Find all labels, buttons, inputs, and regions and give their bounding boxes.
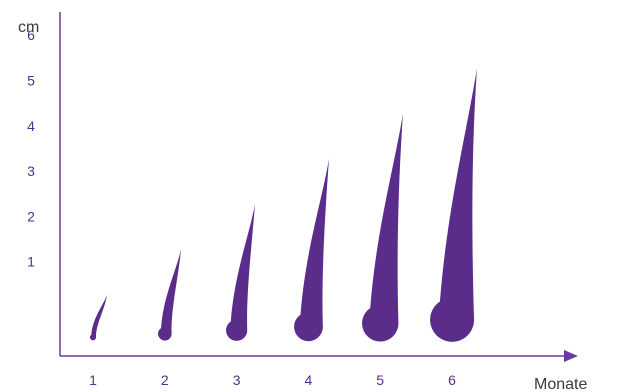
x-tick-label: 5 [376,372,384,388]
y-tick-label: 6 [27,27,35,43]
y-tick-label: 4 [27,118,35,134]
hair-mark-month-3 [226,204,255,341]
axes [59,12,578,362]
y-tick-labels: 1 2 3 4 5 6 [27,27,35,270]
hair-mark-month-4 [294,158,329,342]
x-tick-label: 6 [448,372,456,388]
y-tick-label: 3 [27,163,35,179]
x-axis-title: Monate [534,376,587,392]
hair-mark-month-6 [430,68,477,342]
y-tick-label: 5 [27,73,35,89]
x-tick-label: 4 [305,372,313,388]
x-tick-label: 1 [89,372,97,388]
hair-marks [90,68,477,342]
x-axis-arrow-icon [564,350,578,362]
x-tick-label: 2 [161,372,169,388]
hair-mark-month-2 [158,249,181,341]
y-tick-label: 1 [27,254,35,270]
x-tick-label: 3 [233,372,241,388]
hair-mark-month-1 [90,294,107,341]
hair-mark-month-5 [362,113,403,342]
x-tick-labels: 1 2 3 4 5 6 [89,372,456,388]
y-tick-label: 2 [27,208,35,224]
y-axis-title: cm [18,19,39,36]
